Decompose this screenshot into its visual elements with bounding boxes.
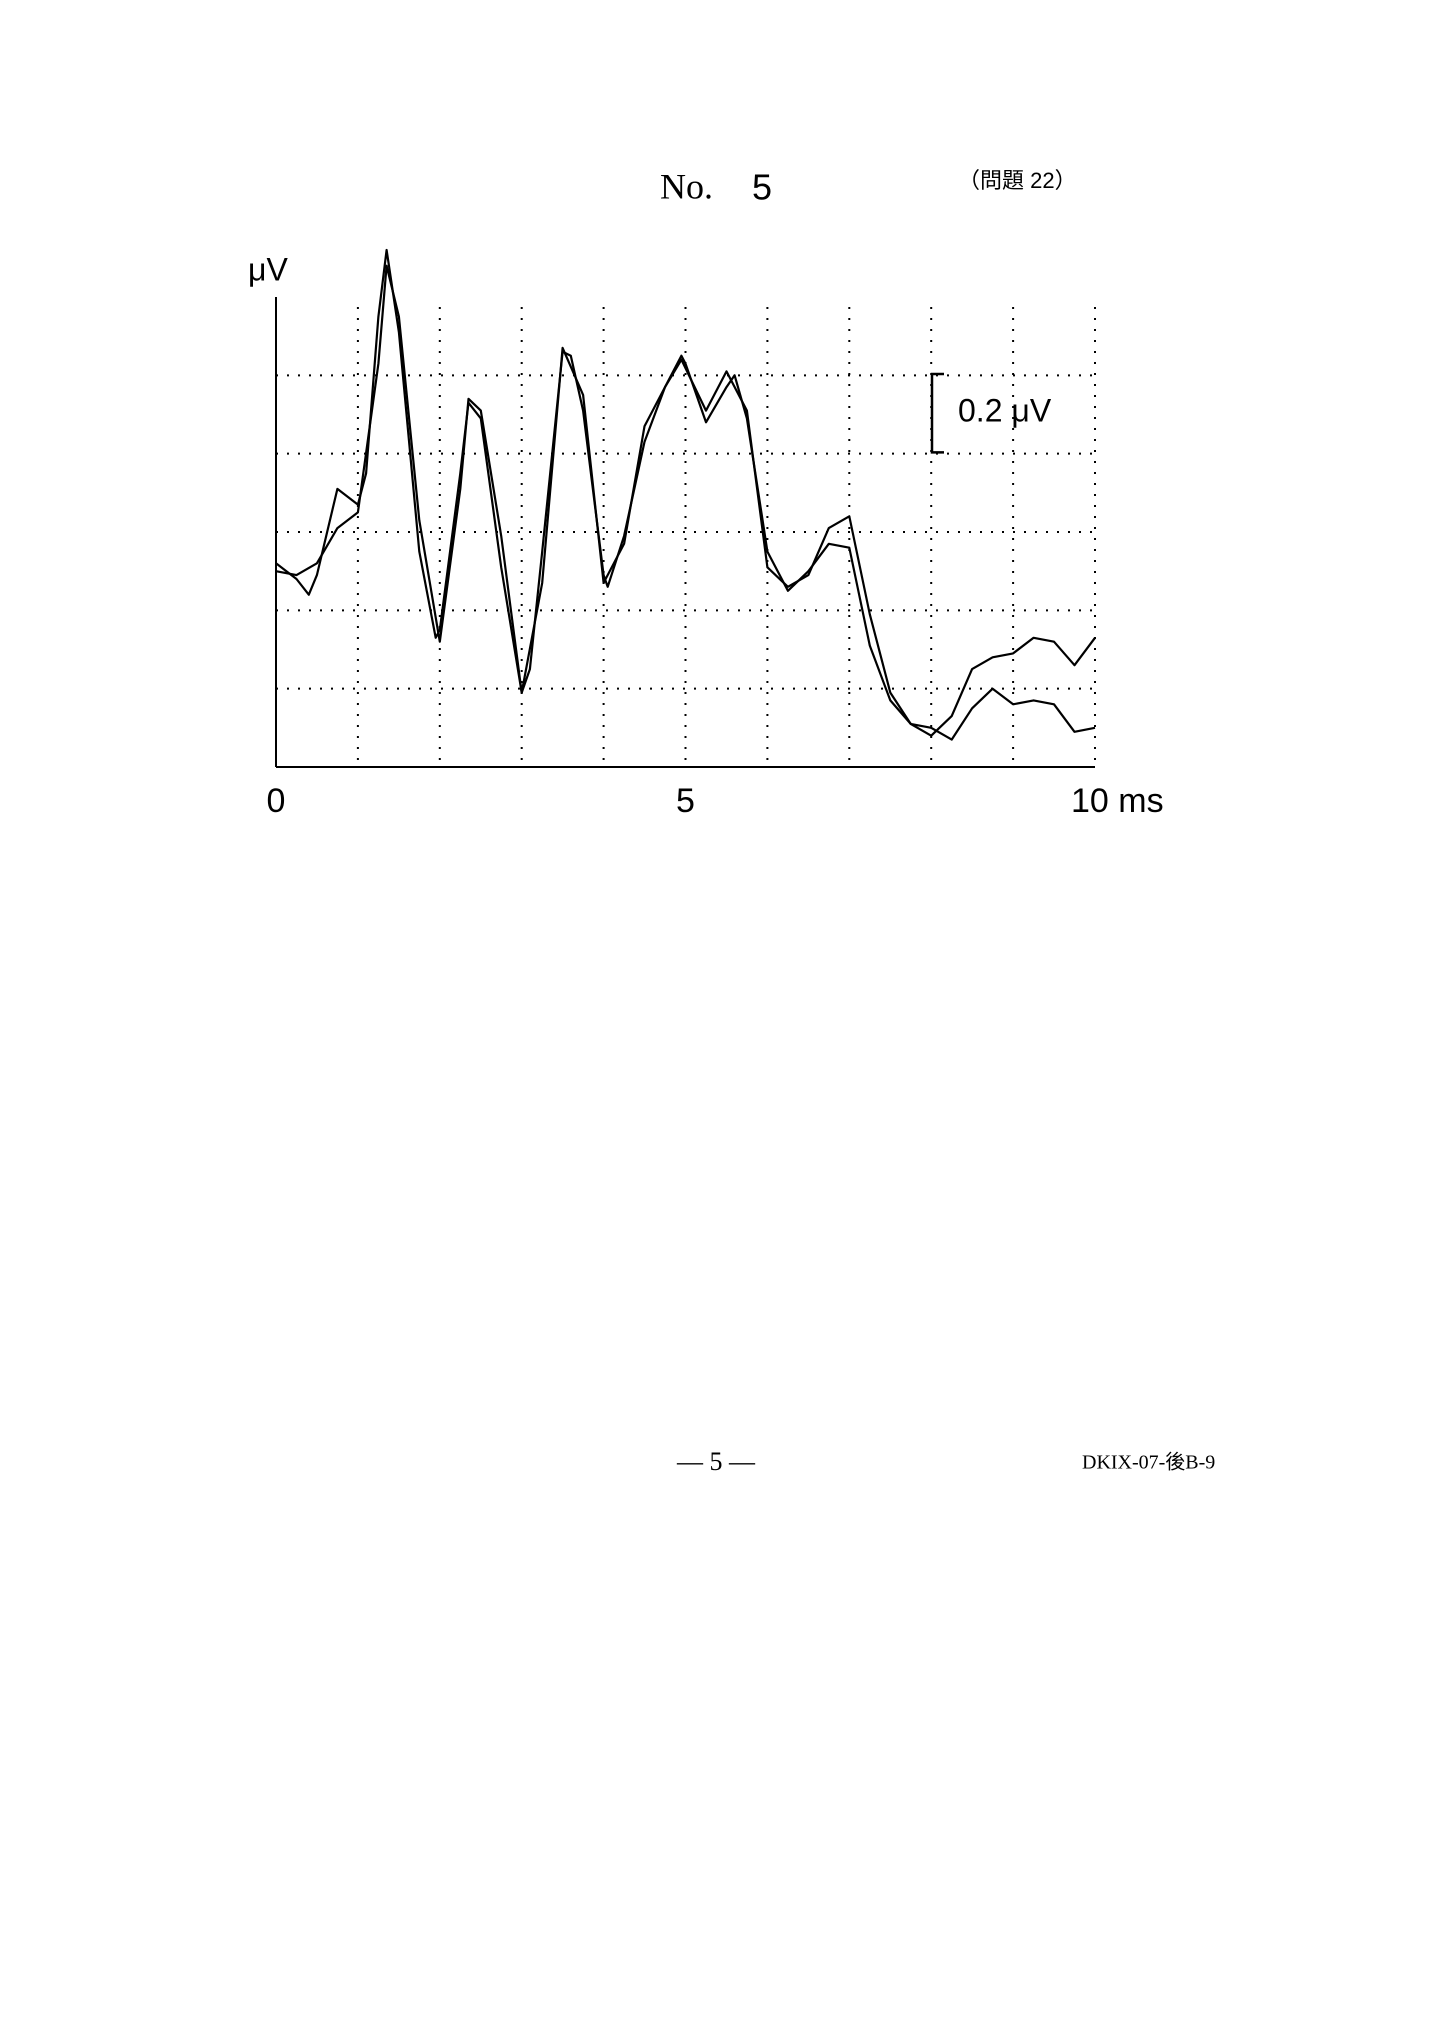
waveform (275, 248, 1096, 741)
x-tick-label: 10 ms (1071, 782, 1164, 820)
scale-bar-label: 0.2 μV (958, 393, 1052, 429)
x-tick-label: 0 (267, 782, 286, 820)
document-code: DKIX-07-後B-9 (1082, 1451, 1215, 1474)
number: 5 (752, 167, 772, 208)
waveform (275, 264, 1096, 737)
y-axis-label: μV (248, 251, 288, 287)
page-number: — 5 — (676, 1447, 756, 1476)
number-label: No. (660, 166, 713, 206)
question-label: （問題 22） (958, 168, 1077, 193)
scale-bar (930, 372, 944, 454)
x-tick-label: 5 (676, 782, 695, 820)
